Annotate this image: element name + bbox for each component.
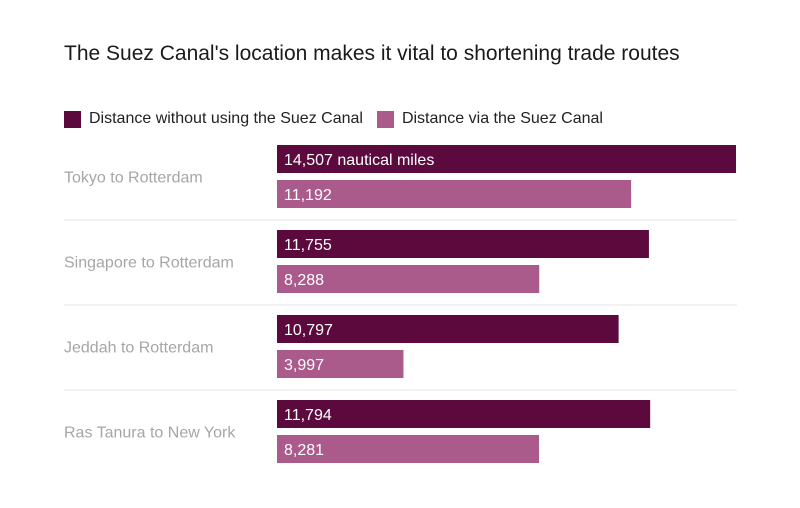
- category-label-tokyo-to-rotterdam: Tokyo to Rotterdam: [64, 170, 203, 187]
- bar-without-suez-jeddah-to-rotterdam: [277, 315, 619, 343]
- bar-without-suez-ras-tanura-to-new-york: [277, 400, 651, 428]
- legend: Distance without using the Suez Canal Di…: [64, 108, 617, 130]
- bar-without-suez-tokyo-to-rotterdam: [277, 145, 736, 173]
- bar-via-suez-jeddah-to-rotterdam: [277, 350, 404, 378]
- category-label-jeddah-to-rotterdam: Jeddah to Rotterdam: [64, 340, 213, 357]
- bar-without-suez-singapore-to-rotterdam: [277, 230, 649, 258]
- bar-label-without-suez-ras-tanura-to-new-york: 11,794: [284, 407, 332, 424]
- bar-via-suez-singapore-to-rotterdam: [277, 265, 540, 293]
- bar-label-via-suez-ras-tanura-to-new-york: 8,281: [284, 442, 324, 459]
- legend-item-via-suez: Distance via the Suez Canal: [376, 110, 603, 128]
- bar-label-without-suez-singapore-to-rotterdam: 11,755: [284, 237, 332, 254]
- chart-title: The Suez Canal's location makes it vital…: [64, 42, 680, 65]
- bar-label-via-suez-singapore-to-rotterdam: 8,288: [284, 272, 324, 289]
- category-label-ras-tanura-to-new-york: Ras Tanura to New York: [64, 425, 236, 442]
- bar-label-without-suez-jeddah-to-rotterdam: 10,797: [284, 322, 333, 339]
- legend-label-without-suez: Distance without using the Suez Canal: [89, 110, 363, 127]
- bar-label-via-suez-jeddah-to-rotterdam: 3,997: [284, 357, 324, 374]
- bar-via-suez-ras-tanura-to-new-york: [277, 435, 540, 463]
- bar-label-via-suez-tokyo-to-rotterdam: 11,192: [284, 187, 332, 204]
- legend-item-without-suez: Distance without using the Suez Canal: [64, 110, 363, 128]
- category-label-singapore-to-rotterdam: Singapore to Rotterdam: [64, 255, 234, 272]
- bar-label-without-suez-tokyo-to-rotterdam: 14,507 nautical miles: [284, 152, 434, 169]
- legend-label-via-suez: Distance via the Suez Canal: [401, 110, 603, 127]
- bar-via-suez-tokyo-to-rotterdam: [277, 180, 632, 208]
- legend-swatch-via-suez: [376, 110, 394, 128]
- legend-swatch-without-suez: [64, 110, 81, 128]
